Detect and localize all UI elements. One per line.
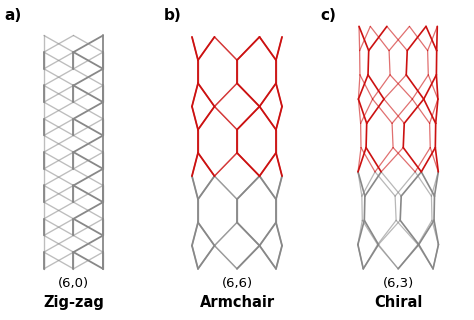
Text: a): a) — [5, 8, 22, 23]
Text: c): c) — [320, 8, 336, 23]
Text: (6,6): (6,6) — [221, 277, 253, 290]
Text: Armchair: Armchair — [200, 295, 274, 310]
Text: b): b) — [164, 8, 181, 23]
Text: (6,3): (6,3) — [383, 277, 414, 290]
Text: Zig-zag: Zig-zag — [43, 295, 104, 310]
Text: (6,0): (6,0) — [58, 277, 89, 290]
Text: Chiral: Chiral — [374, 295, 422, 310]
